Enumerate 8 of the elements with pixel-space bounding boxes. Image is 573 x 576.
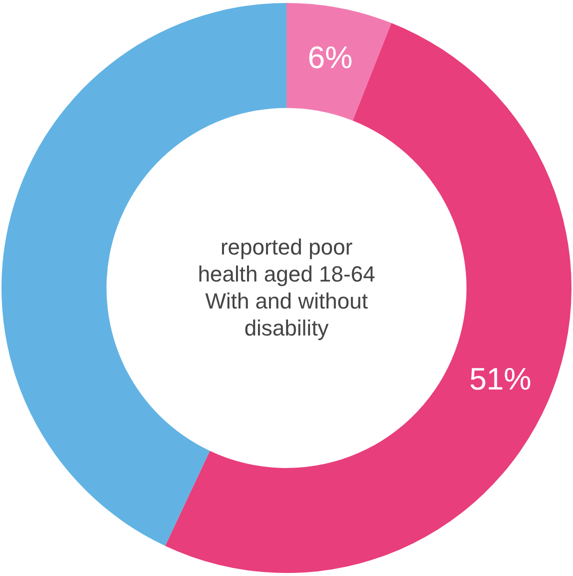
text: health aged 18-64: [198, 262, 376, 286]
text: With and without: [205, 288, 368, 314]
data-label: 51%: [469, 362, 532, 397]
text: disability: [244, 316, 329, 340]
data-label: 6%: [308, 40, 353, 76]
donut-slice: [286, 3, 392, 121]
text: reported poor: [220, 234, 353, 260]
donut-slice: [165, 23, 572, 573]
